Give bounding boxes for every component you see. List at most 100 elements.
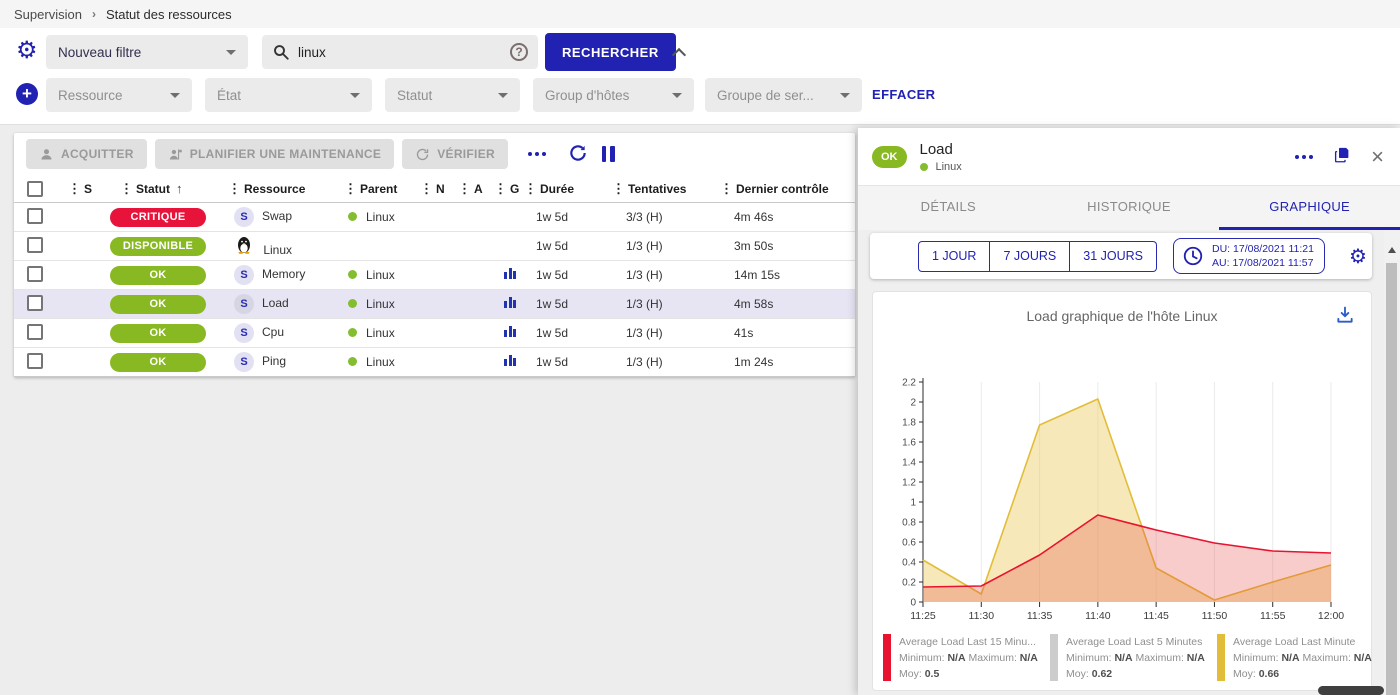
chevron-down-icon [170,92,180,98]
help-icon[interactable]: ? [510,43,528,61]
table-row[interactable]: OK S Ping Linux 1w 5d 1/3 (H) 1m 24s [14,348,855,377]
filter-hostgroup-dropdown[interactable]: Group d'hôtes [533,78,694,112]
panel-more-actions-icon[interactable] [1295,154,1314,159]
legend-series-name: Average Load Last 5 Minutes [1066,636,1203,648]
filter-ressource-dropdown[interactable]: Ressource [46,78,192,112]
graph-icon[interactable] [504,326,516,337]
svg-text:1.6: 1.6 [902,438,916,449]
chevron-down-icon [498,92,508,98]
row-checkbox[interactable] [27,207,43,224]
close-icon[interactable]: × [1371,143,1384,169]
search-box[interactable]: ? [262,35,538,69]
maintenance-worker-icon [169,149,182,159]
range-31-days-button[interactable]: 31 JOURS [1070,240,1157,272]
service-icon: S [234,294,254,314]
row-checkbox[interactable] [27,294,43,311]
drag-handle-icon: ⋮ [420,180,433,196]
check-button[interactable]: VÉRIFIER [402,139,508,169]
range-1-day-button[interactable]: 1 JOUR [918,240,991,272]
vertical-scrollbar[interactable] [1384,230,1400,695]
graph-icon[interactable] [504,297,516,308]
tab-graphique[interactable]: GRAPHIQUE [1219,186,1400,230]
saved-filter-dropdown[interactable]: Nouveau filtre [46,35,248,69]
host-status-dot-icon [348,357,357,366]
legend-color-bar [883,634,891,681]
copy-link-button[interactable] [1333,146,1351,167]
duration-cell: 1w 5d [536,297,569,311]
row-checkbox[interactable] [27,323,43,340]
breadcrumb: Supervision › Statut des ressources [0,0,1400,28]
scrollbar-thumb[interactable] [1386,263,1397,695]
column-header-a[interactable]: ⋮ A [458,180,483,196]
load-chart: 11:25 11:30 11:35 11:40 11:45 11:50 11:55 12:00… [902,378,1344,623]
export-chart-button[interactable] [1335,305,1355,328]
row-checkbox[interactable] [27,352,43,369]
date-range-picker[interactable]: DU: 17/08/2021 11:21 AU: 17/08/2021 11:5… [1173,238,1325,274]
table-row[interactable]: CRITIQUE S Swap Linux 1w 5d 3/3 (H) 4m 46… [14,203,855,232]
row-checkbox[interactable] [27,236,43,253]
more-actions-icon[interactable] [527,152,546,156]
tab-details[interactable]: DÉTAILS [920,199,976,214]
status-badge: OK [110,265,206,285]
breadcrumb-item-supervision[interactable]: Supervision [14,6,82,22]
refresh-icon [570,145,586,161]
row-checkbox[interactable] [27,265,43,282]
column-header-tentatives[interactable]: ⋮ Tentatives [612,180,687,196]
add-criteria-button[interactable]: + [16,83,38,105]
filter-etat-dropdown[interactable]: État [205,78,372,112]
filter-servicegroup-dropdown[interactable]: Groupe de ser... [705,78,862,112]
legend-item[interactable]: Average Load Last 5 Minutes Minimum: N/A… [1050,634,1213,682]
drag-handle-icon: ⋮ [524,180,537,196]
svg-text:2: 2 [910,398,916,409]
column-header-severity[interactable]: ⋮ S [68,180,93,196]
pause-button[interactable] [601,146,615,162]
tries-cell: 1/3 (H) [626,268,663,282]
status-badge: DISPONIBLE [110,236,206,256]
search-input[interactable] [298,44,502,60]
svg-text:11:30: 11:30 [969,610,995,622]
graph-icon[interactable] [504,268,516,279]
graph-icon[interactable] [504,355,516,366]
tab-historique[interactable]: HISTORIQUE [1087,199,1171,214]
sort-asc-icon: ↑ [176,181,183,196]
panel-header: OK Load Linux × [858,128,1400,185]
column-header-duree[interactable]: ⋮ Durée [524,180,575,196]
table-row[interactable]: OK S Cpu Linux 1w 5d 1/3 (H) 41s [14,319,855,348]
acknowledge-button[interactable]: ACQUITTER [26,139,147,169]
horizontal-scrollbar-thumb[interactable] [1318,686,1384,695]
saved-filter-value: Nouveau filtre [58,44,142,60]
period-to-label: AU: [1212,257,1230,269]
legend-item[interactable]: Average Load Last 15 Minu... Minimum: N/… [883,634,1046,682]
refresh-button[interactable] [568,143,588,165]
table-row[interactable]: DISPONIBLE Linux 1w 5d 1/3 (H) 3m 50s [14,232,855,261]
resource-name: Load [262,296,289,310]
svg-text:12:00: 12:00 [1318,610,1344,622]
copy-icon [1335,147,1349,163]
svg-text:1.8: 1.8 [902,418,916,429]
duration-cell: 1w 5d [536,326,569,340]
set-downtime-button[interactable]: PLANIFIER UNE MAINTENANCE [154,139,395,169]
search-button[interactable]: RECHERCHER [545,33,676,71]
column-header-n[interactable]: ⋮ N [420,180,445,196]
graph-settings-gear-icon[interactable]: ⚙ [1348,245,1367,268]
filter-settings-gear-icon[interactable]: ⚙ [16,37,38,64]
status-badge: OK [872,145,907,168]
search-icon [274,45,289,60]
column-header-parent[interactable]: ⋮ Parent [344,180,398,196]
table-row[interactable]: OK S Memory Linux 1w 5d 1/3 (H) 14m 15s [14,261,855,290]
parent-name: Linux [366,210,395,224]
clear-filters-button[interactable]: EFFACER [872,87,936,102]
column-header-ressource[interactable]: ⋮ Ressource [228,180,306,196]
column-header-g[interactable]: ⋮ G [494,180,520,196]
range-7-days-button[interactable]: 7 JOURS [990,240,1071,272]
svg-text:1.4: 1.4 [902,458,916,469]
select-all-checkbox[interactable] [27,180,43,197]
scroll-up-arrow-icon[interactable] [1388,247,1396,253]
drag-handle-icon: ⋮ [120,180,133,196]
column-header-dernier-controle[interactable]: ⋮ Dernier contrôle [720,180,829,196]
table-row[interactable]: OK S Load Linux 1w 5d 1/3 (H) 4m 58s [14,290,855,319]
period-to-value: 17/08/2021 11:57 [1232,257,1314,269]
filter-statut-dropdown[interactable]: Statut [385,78,520,112]
column-header-statut[interactable]: ⋮ Statut ↑ [120,180,183,197]
legend-item[interactable]: Average Load Last Minute Minimum: N/A Ma… [1217,634,1380,682]
